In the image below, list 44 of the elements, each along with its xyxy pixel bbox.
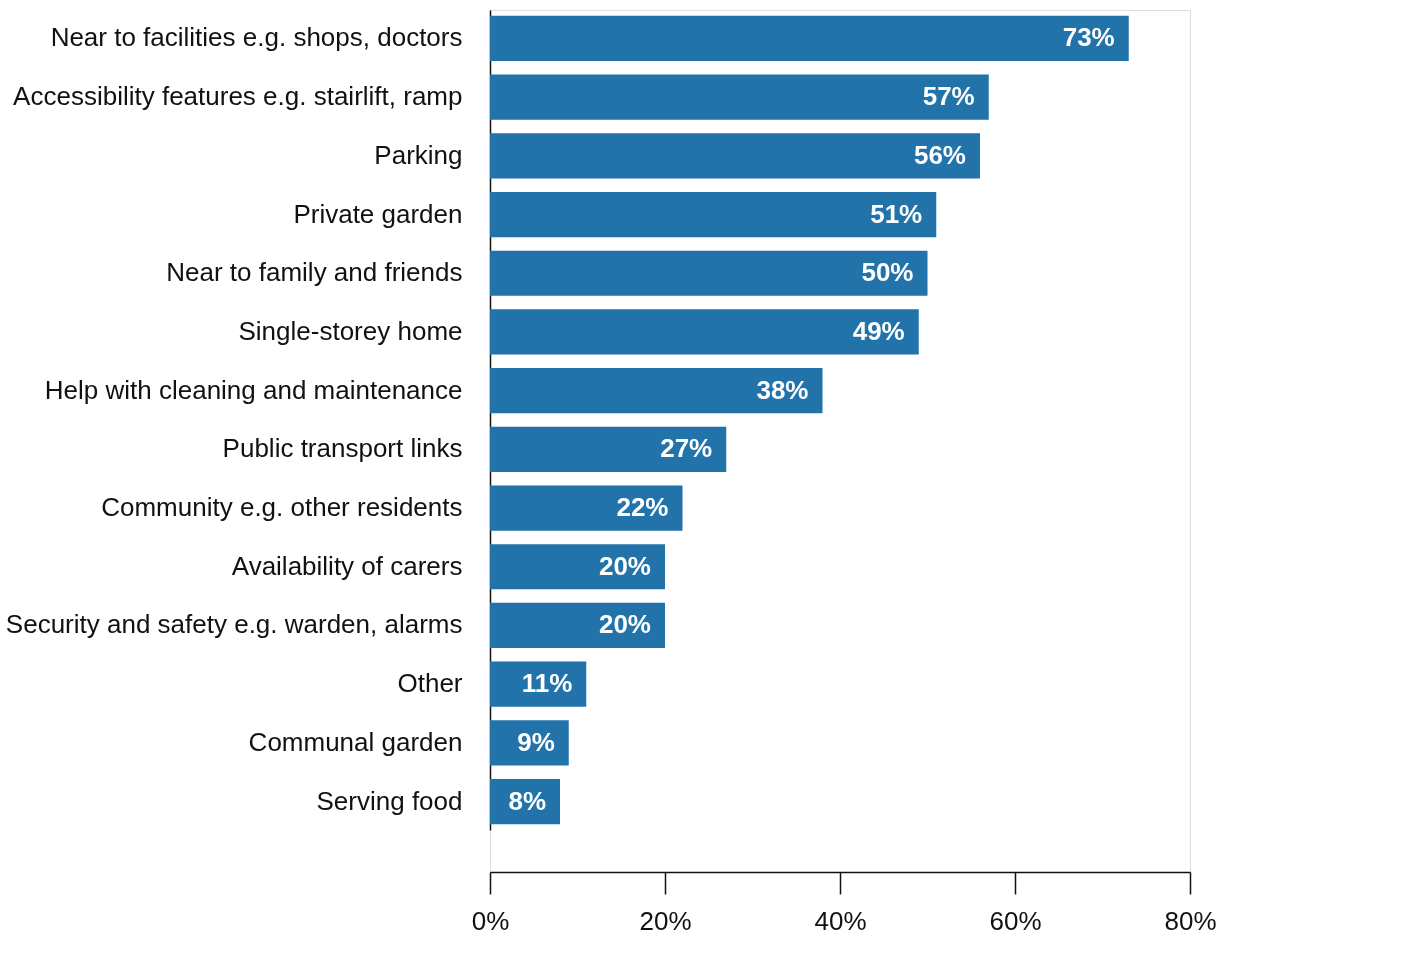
data-label: 22% bbox=[616, 492, 669, 523]
y-tick-label: Single-storey home bbox=[238, 315, 463, 346]
y-tick-label: Availability of carers bbox=[231, 550, 463, 581]
bar bbox=[490, 544, 665, 590]
x-tick-label: 80% bbox=[1164, 905, 1217, 936]
data-label: 9% bbox=[517, 726, 555, 757]
data-label: 20% bbox=[598, 550, 651, 581]
x-tick-label: 60% bbox=[989, 905, 1042, 936]
data-label: 20% bbox=[598, 609, 651, 640]
bar bbox=[490, 133, 980, 179]
bar bbox=[490, 74, 989, 120]
y-tick-label: Near to family and friends bbox=[166, 257, 463, 288]
data-label: 11% bbox=[521, 668, 573, 699]
y-tick-label: Other bbox=[397, 668, 463, 699]
x-tick-label: 20% bbox=[639, 905, 692, 936]
data-label: 57% bbox=[922, 81, 975, 112]
y-tick-label: Communal garden bbox=[248, 726, 463, 757]
bar bbox=[490, 191, 937, 238]
y-tick-label: Public transport links bbox=[222, 433, 463, 464]
data-label: 27% bbox=[660, 433, 713, 464]
x-tick-label: 0% bbox=[471, 905, 510, 936]
bar bbox=[490, 15, 1129, 62]
bar bbox=[490, 368, 823, 414]
data-label: 38% bbox=[756, 374, 809, 405]
x-tick-label: 40% bbox=[814, 905, 867, 936]
y-tick-label: Community e.g. other residents bbox=[101, 492, 463, 523]
data-label: 51% bbox=[870, 198, 923, 229]
bar bbox=[490, 485, 683, 531]
y-tick-label: Help with cleaning and maintenance bbox=[44, 374, 463, 405]
y-tick-label: Security and safety e.g. warden, alarms bbox=[5, 609, 463, 640]
y-tick-label: Serving food bbox=[316, 785, 463, 816]
data-label: 8% bbox=[508, 785, 546, 816]
bar bbox=[490, 309, 919, 355]
bar bbox=[490, 426, 727, 472]
y-tick-label: Near to facilities e.g. shops, doctors bbox=[50, 22, 463, 53]
data-label: 50% bbox=[861, 257, 914, 288]
data-label: 73% bbox=[1062, 22, 1115, 53]
bar bbox=[490, 602, 665, 649]
y-tick-label: Parking bbox=[374, 139, 463, 170]
bar bbox=[490, 250, 928, 296]
y-tick-label: Private garden bbox=[293, 198, 463, 229]
data-label: 56% bbox=[913, 139, 966, 170]
data-label: 49% bbox=[852, 315, 905, 346]
y-tick-label: Accessibility features e.g. stairlift, ramp bbox=[13, 81, 463, 112]
